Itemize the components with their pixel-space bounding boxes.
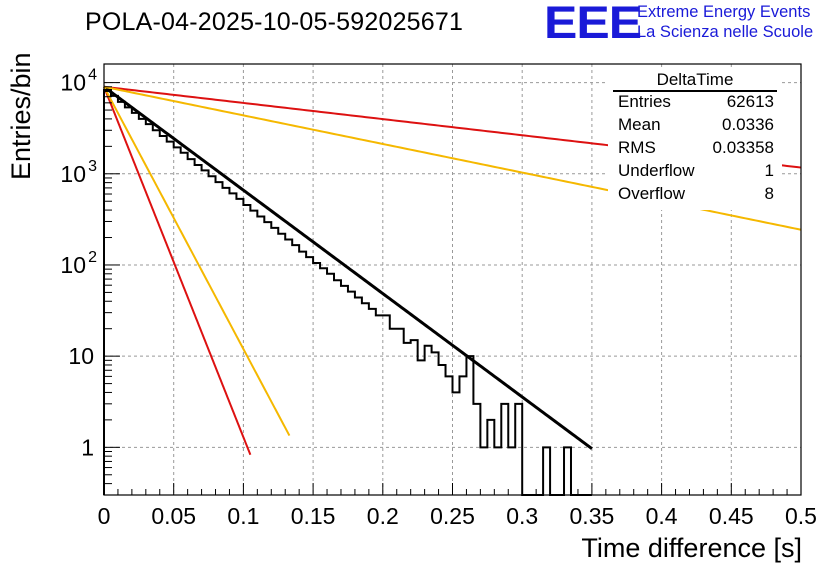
stats-key: Mean — [618, 115, 661, 134]
y-tick-label: 10 — [60, 70, 86, 96]
histogram — [103, 88, 592, 496]
stats-value: 1 — [764, 161, 774, 180]
x-tick-label: 0.25 — [430, 503, 475, 529]
x-tick-label: 0.45 — [709, 503, 754, 529]
logo-subtitle-2: La Scienza nelle Scuole — [637, 23, 814, 41]
logo-subtitle-1: Extreme Energy Events — [637, 3, 811, 21]
x-tick-label: 0 — [98, 503, 111, 529]
stats-key: Underflow — [618, 161, 695, 180]
stats-value: 8 — [764, 184, 774, 203]
y-tick-exponent: 4 — [88, 67, 97, 84]
stats-key: RMS — [618, 138, 656, 157]
y-tick-label: 1 — [81, 434, 94, 460]
stats-value: 0.0336 — [722, 115, 774, 134]
y-tick-label: 10 — [68, 343, 94, 369]
y-axis-title: Entries/bin — [6, 52, 36, 180]
stats-row-overflow: Overflow 8 — [618, 184, 774, 206]
stats-row-mean: Mean 0.0336 — [618, 115, 774, 137]
x-tick-label: 0.3 — [506, 503, 538, 529]
fit-red-steep — [103, 86, 252, 456]
y-tick-exponent: 3 — [88, 158, 97, 175]
y-tick-exponent: 2 — [88, 249, 97, 266]
stats-row-rms: RMS 0.03358 — [618, 138, 774, 160]
x-tick-label: 0.15 — [291, 503, 336, 529]
fit-curves — [103, 85, 802, 456]
stats-key: Entries — [618, 92, 671, 111]
stats-row-entries: Entries 62613 — [618, 92, 774, 114]
x-tick-label: 0.35 — [570, 503, 615, 529]
y-tick-label: 10 — [60, 161, 86, 187]
y-tick-label: 10 — [60, 252, 86, 278]
stats-value: 62613 — [726, 92, 774, 111]
stats-title: DeltaTime — [656, 70, 734, 89]
x-tick-label: 0.5 — [785, 503, 817, 529]
stats-value: 0.03358 — [712, 138, 774, 157]
x-tick-label: 0.4 — [646, 503, 678, 529]
stats-divider — [613, 90, 777, 92]
x-tick-label: 0.2 — [367, 503, 399, 529]
fit-black — [103, 85, 593, 450]
stats-key: Overflow — [618, 184, 686, 203]
chart-title: POLA-04-2025-10-05-592025671 — [85, 8, 464, 36]
x-tick-label: 0.05 — [151, 503, 196, 529]
histogram-outline — [103, 88, 592, 496]
eee-logo: EEE — [544, 0, 642, 48]
x-tick-label: 0.1 — [227, 503, 259, 529]
stats-box: DeltaTime Entries 62613 Mean 0.0336 RMS … — [608, 68, 782, 210]
x-axis: 0 0.05 0.1 0.15 0.2 0.25 0.3 0.35 0.4 0.45 0.5 — [98, 483, 817, 529]
x-axis-title: Time difference [s] — [581, 533, 802, 563]
stats-row-underflow: Underflow 1 — [618, 161, 774, 183]
fit-yellow-steep — [103, 86, 291, 437]
